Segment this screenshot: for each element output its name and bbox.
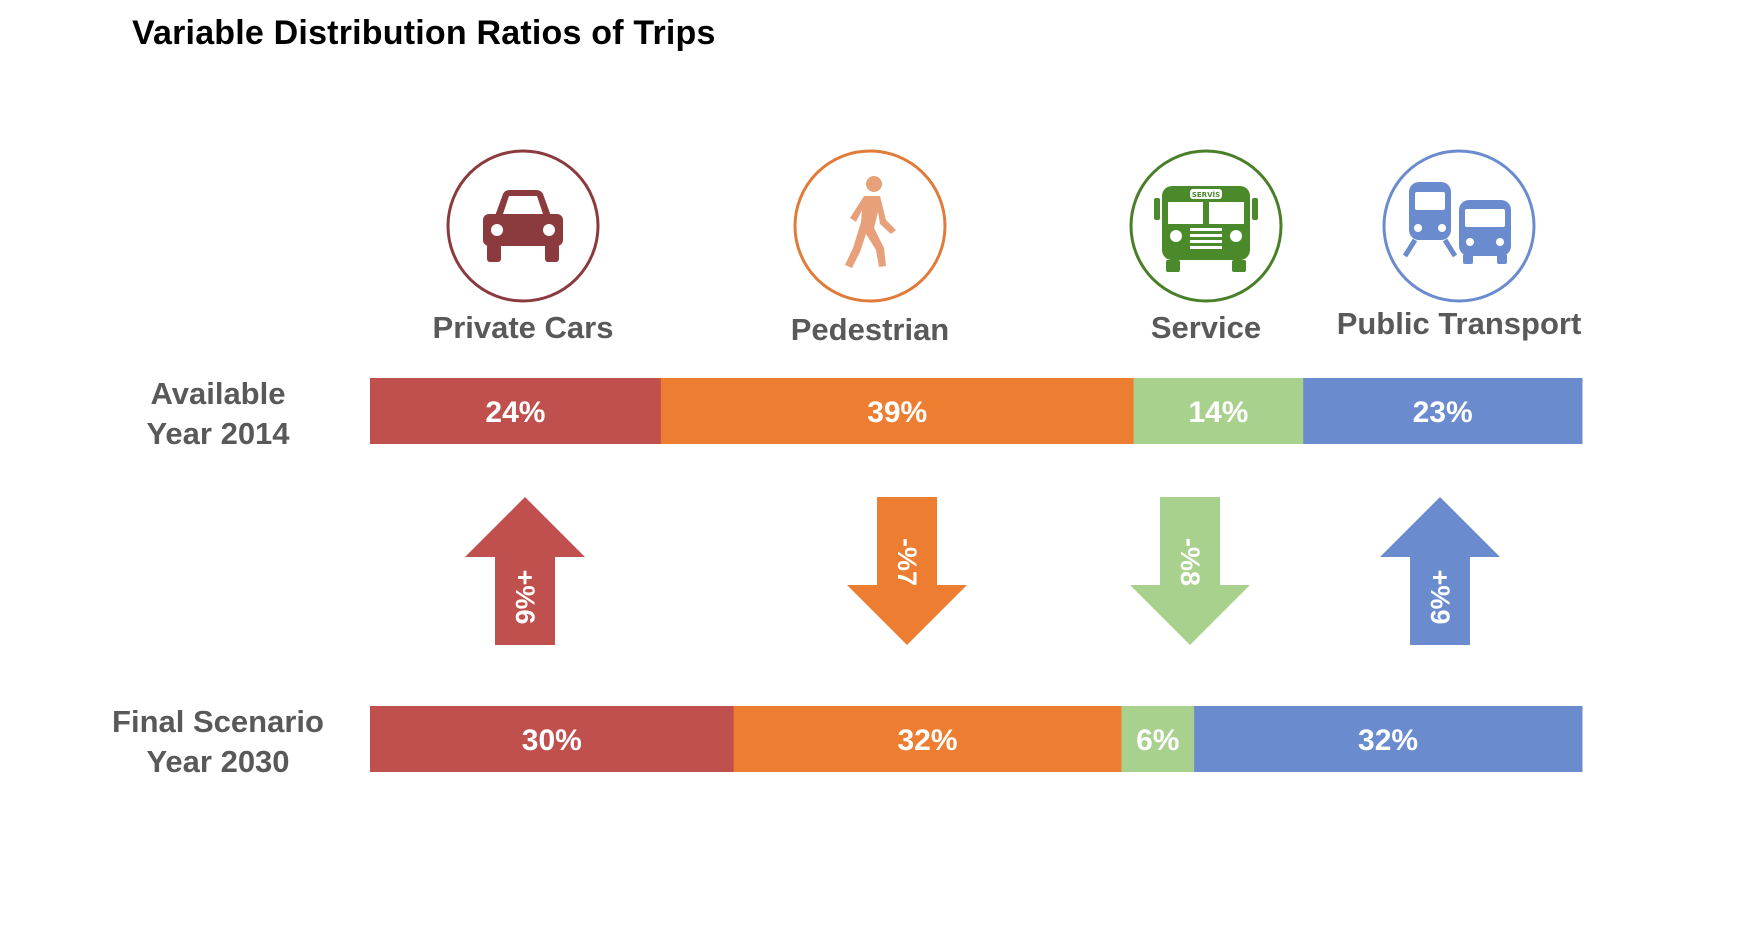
change-label: +%6 bbox=[510, 570, 540, 625]
category-label: Pedestrian bbox=[791, 312, 950, 347]
row-label-line2: Year 2014 bbox=[146, 416, 290, 451]
arrow-up-shape bbox=[465, 497, 585, 645]
bar-row-2: Final Scenario Year 2030 30% 32% 6% 32% bbox=[112, 704, 1583, 779]
chart-title: Variable Distribution Ratios of Trips bbox=[132, 14, 716, 52]
bar-value-label: 32% bbox=[897, 724, 957, 757]
change-arrow: +%6 bbox=[465, 497, 585, 645]
bar-segment bbox=[733, 706, 1122, 772]
bar-segment bbox=[660, 378, 1135, 444]
arrow-down-shape bbox=[1130, 497, 1250, 645]
bar-segment bbox=[1133, 378, 1304, 444]
row-label-line2: Year 2030 bbox=[146, 744, 289, 779]
public-transport-icon bbox=[1382, 149, 1536, 303]
arrow-up-shape bbox=[1380, 497, 1500, 645]
change-label: +%9 bbox=[1425, 570, 1455, 625]
bar-value-label: 23% bbox=[1413, 396, 1473, 429]
bar-value-label: 6% bbox=[1136, 724, 1179, 757]
bar-value-label: 30% bbox=[522, 724, 582, 757]
change-label: -%8 bbox=[1175, 538, 1205, 586]
category-label: Public Transport bbox=[1337, 306, 1582, 341]
change-arrows: +%6 -%7 -%8 +%9 bbox=[465, 497, 1500, 645]
bar-segment bbox=[1194, 706, 1583, 772]
bar-value-label: 24% bbox=[485, 396, 545, 429]
bar-segment bbox=[1121, 706, 1195, 772]
category-labels: Private Cars Pedestrian Service Public Tran… bbox=[433, 306, 1582, 347]
category-label: Service bbox=[1151, 310, 1261, 345]
bar-value-label: 32% bbox=[1358, 724, 1418, 757]
change-arrow: -%7 bbox=[847, 497, 967, 645]
bar-segment bbox=[370, 706, 735, 772]
service-badge-text: SERVİS bbox=[1192, 190, 1220, 199]
change-label: -%7 bbox=[892, 538, 922, 586]
stacked-bars: Available Year 2014 24% 39% 14% 23% Final Scen… bbox=[112, 376, 1583, 779]
category-label: Private Cars bbox=[433, 310, 614, 345]
bar-value-label: 39% bbox=[867, 396, 927, 429]
pedestrian-icon bbox=[793, 149, 947, 303]
bar-value-label: 14% bbox=[1188, 396, 1248, 429]
category-icons: SERVİS bbox=[446, 149, 1536, 303]
change-arrow: -%8 bbox=[1130, 497, 1250, 645]
bar-row-1: Available Year 2014 24% 39% 14% 23% bbox=[146, 376, 1583, 451]
bar-segment bbox=[370, 378, 662, 444]
row-label-line1: Available bbox=[151, 376, 286, 411]
change-arrow: +%9 bbox=[1380, 497, 1500, 645]
car-icon bbox=[446, 149, 600, 303]
bar-segment bbox=[1303, 378, 1583, 444]
row-label-line1: Final Scenario bbox=[112, 704, 324, 739]
arrow-down-shape bbox=[847, 497, 967, 645]
service-bus-icon: SERVİS bbox=[1129, 149, 1283, 303]
